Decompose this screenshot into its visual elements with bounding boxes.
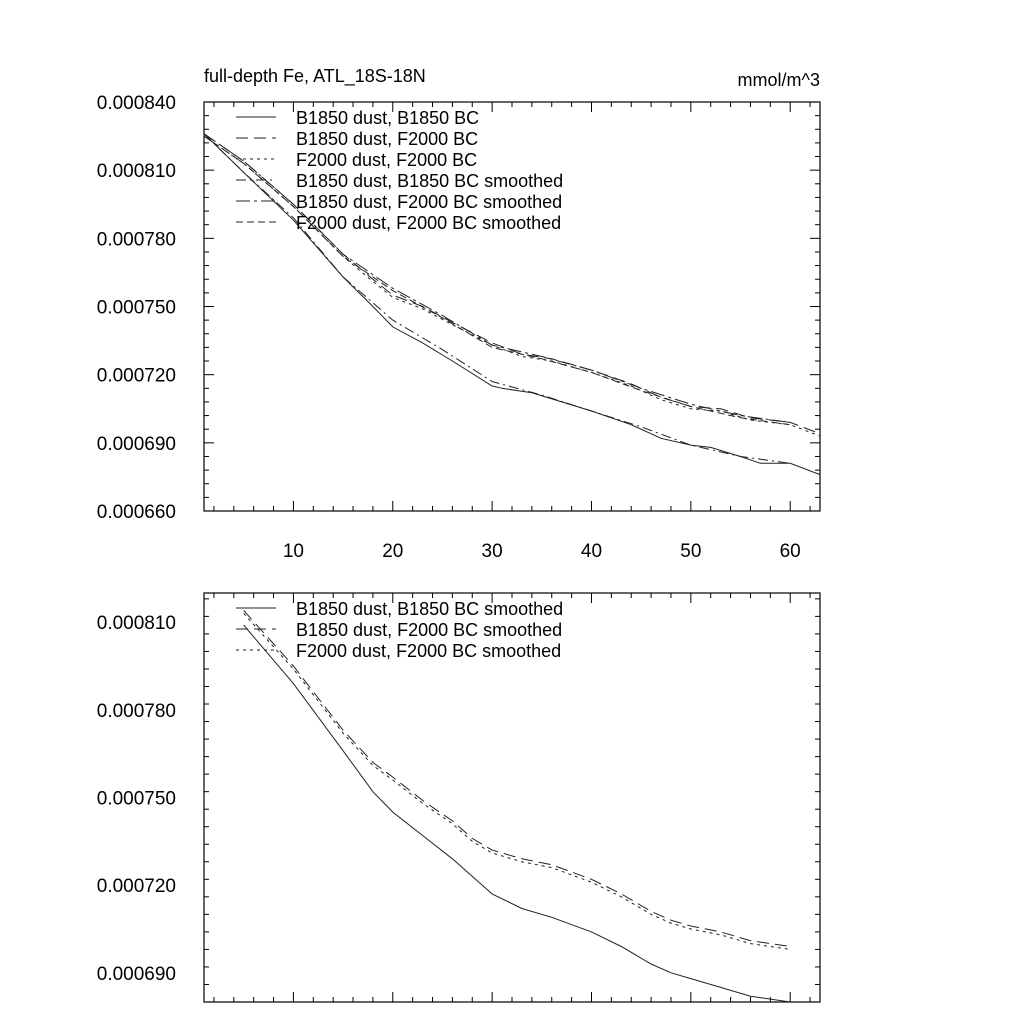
series-line-5 (203, 133, 791, 423)
series-line-2 (243, 610, 791, 947)
y-tick-label: 0.000690 (97, 434, 176, 455)
series-line-4 (203, 133, 791, 464)
y-tick-label: 0.000750 (97, 298, 176, 319)
legend-label: B1850 dust, B1850 BC smoothed (296, 171, 563, 191)
panel-1: 10 20 30 40 50 60 0.000660 0.000690 0.000720 0.00… (97, 66, 821, 562)
legend-label: B1850 dust, F2000 BC smoothed (296, 192, 562, 212)
x-tick-label: 60 (780, 541, 801, 562)
legend-label: F2000 dust, F2000 BC (296, 150, 477, 170)
y-tick-label: 0.000690 (97, 964, 176, 985)
y-tick-label: 0.000840 (97, 93, 176, 114)
units-label: mmol/m^3 (738, 70, 820, 90)
series-line-1 (243, 624, 791, 1003)
y-tick-label: 0.000810 (97, 613, 176, 634)
y-tick-label: 0.000780 (97, 701, 176, 722)
x-tick-label: 20 (382, 541, 403, 562)
legend-label: B1850 dust, B1850 BC smoothed (296, 599, 563, 619)
series-line-3 (243, 613, 791, 950)
y-tick-label: 0.000810 (97, 161, 176, 182)
y-tick-label: 0.000780 (97, 229, 176, 250)
legend-label: B1850 dust, F2000 BC smoothed (296, 620, 562, 640)
x-tick-label: 40 (581, 541, 602, 562)
y-tick-label: 0.000720 (97, 366, 176, 387)
legend-label: F2000 dust, F2000 BC smoothed (296, 213, 561, 233)
chart-title: full-depth Fe, ATL_18S-18N (204, 66, 426, 87)
panel-2: 0.000690 0.000720 0.000750 0.000780 0.000810… (97, 592, 821, 1003)
legend-label: B1850 dust, F2000 BC (296, 129, 478, 149)
x-tick-label: 50 (680, 541, 701, 562)
x-tick-label: 10 (283, 541, 304, 562)
series-line-3 (203, 135, 821, 437)
series-line-6 (203, 135, 791, 426)
legend-label: F2000 dust, F2000 BC smoothed (296, 641, 561, 661)
y-tick-label: 0.000660 (97, 502, 176, 523)
x-tick-label: 30 (482, 541, 503, 562)
y-tick-label: 0.000750 (97, 789, 176, 810)
y-tick-label: 0.000720 (97, 876, 176, 897)
legend-label: B1850 dust, B1850 BC (296, 108, 479, 128)
